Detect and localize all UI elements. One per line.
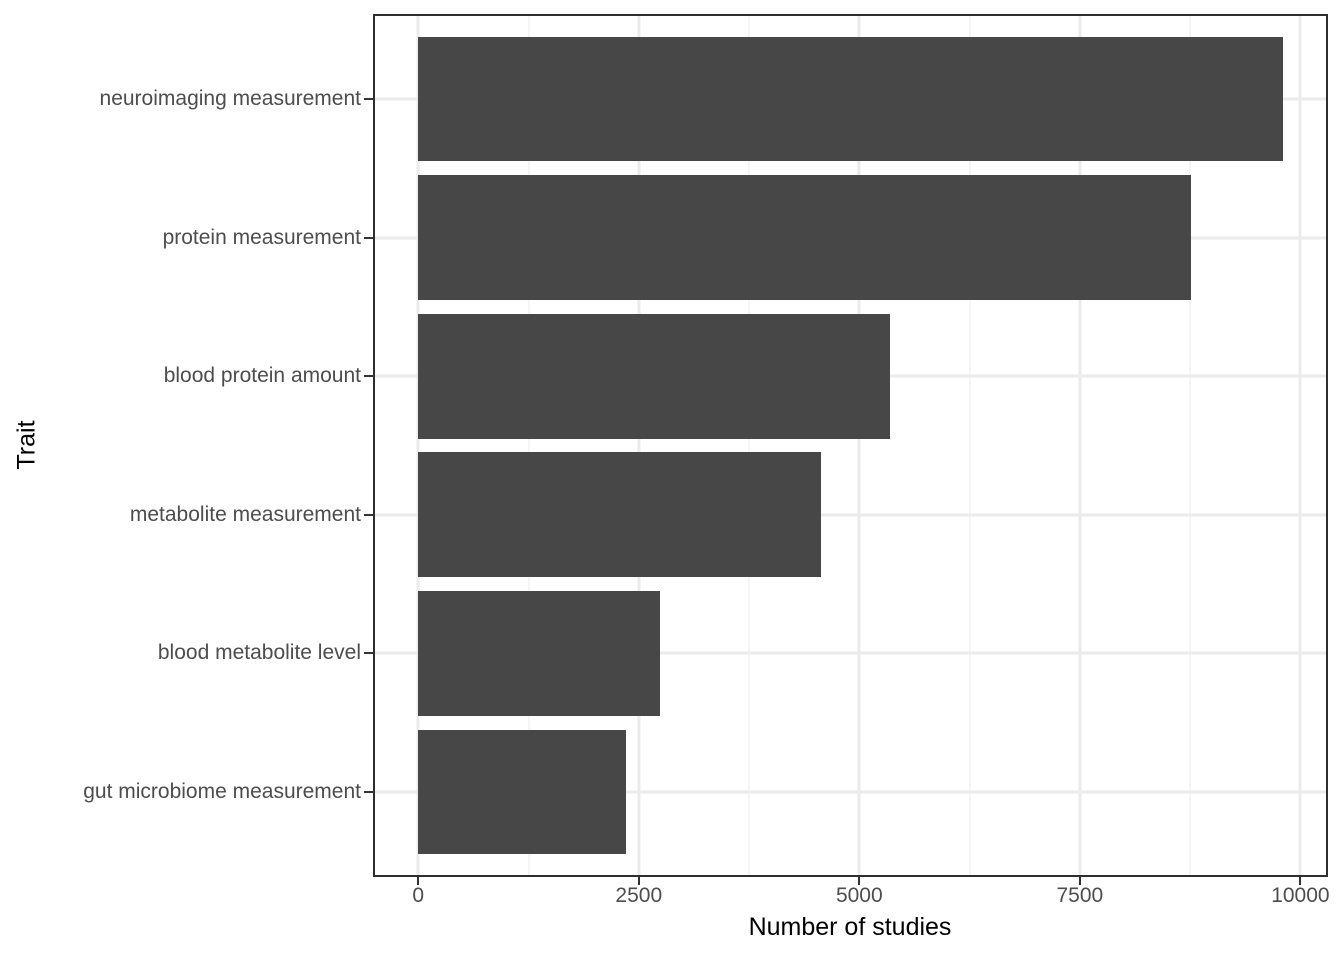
major-gridline: [416, 16, 420, 875]
y-tick-label: gut microbiome measurement: [83, 779, 361, 803]
x-tick-label: 10000: [1271, 884, 1330, 907]
x-tick-label: 5000: [835, 884, 883, 907]
x-tick-mark: [858, 877, 861, 885]
x-tick-mark: [417, 877, 420, 885]
major-gridline: [1078, 16, 1082, 875]
bar: [418, 175, 1192, 301]
major-gridline: [637, 16, 641, 875]
y-tick-mark: [364, 236, 373, 239]
minor-gridline: [748, 16, 751, 875]
x-tick-mark: [637, 877, 640, 885]
bar: [418, 36, 1283, 162]
minor-gridline: [1189, 16, 1192, 875]
y-tick-mark: [364, 790, 373, 793]
bar: [418, 313, 891, 439]
x-tick-label: 2500: [615, 884, 663, 907]
minor-gridline: [527, 16, 530, 875]
x-tick-label: 7500: [1056, 884, 1104, 907]
bar: [418, 590, 660, 716]
y-tick-mark: [364, 98, 373, 101]
x-tick-mark: [1299, 877, 1302, 885]
y-tick-label: metabolite measurement: [129, 502, 361, 526]
category-gridline: [375, 651, 1326, 655]
major-gridline: [1298, 16, 1302, 875]
major-gridline: [857, 16, 861, 875]
y-tick-mark: [364, 513, 373, 516]
y-tick-mark: [364, 375, 373, 378]
y-tick-label: protein measurement: [162, 225, 361, 249]
x-tick-mark: [1078, 877, 1081, 885]
x-tick-label: 0: [412, 884, 425, 907]
minor-gridline: [968, 16, 971, 875]
x-axis-title: Number of studies: [748, 913, 952, 941]
category-gridline: [375, 790, 1326, 794]
plot-panel: [373, 14, 1328, 877]
y-tick-label: neuroimaging measurement: [99, 87, 361, 111]
y-tick-label: blood metabolite level: [157, 641, 361, 665]
category-gridline: [375, 513, 1326, 517]
bar: [418, 452, 822, 578]
bar: [418, 729, 626, 855]
y-axis-title: Trait: [12, 420, 41, 470]
y-tick-label: blood protein amount: [163, 364, 361, 388]
y-tick-mark: [364, 652, 373, 655]
